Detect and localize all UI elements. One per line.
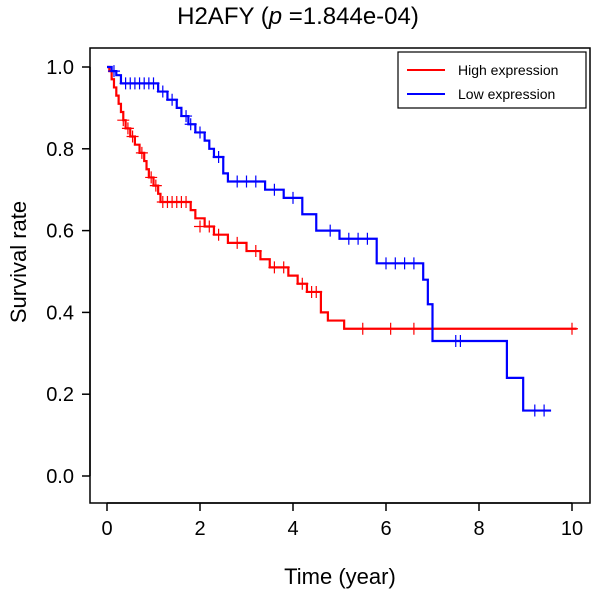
legend-label-high-expression: High expression bbox=[458, 62, 558, 78]
plot-frame bbox=[89, 47, 591, 504]
y-tick-label-3: 0.6 bbox=[46, 221, 74, 243]
high-expression-censor-mark-13 bbox=[203, 220, 216, 233]
title-gene: H2AFY ( bbox=[177, 3, 269, 30]
x-tick-label-5: 10 bbox=[561, 518, 583, 540]
chart-title: H2AFY (p =1.844e-04) bbox=[177, 3, 419, 30]
low-expression-censor-mark-13 bbox=[212, 150, 225, 163]
legend-box bbox=[397, 51, 587, 109]
high-expression-censor-mark-11 bbox=[180, 195, 193, 208]
high-expression-censor-mark-23 bbox=[384, 322, 397, 335]
low-expression-censor-mark-28 bbox=[454, 335, 467, 348]
low-expression-censor-mark-18 bbox=[287, 191, 299, 204]
high-expression-censor-mark-1 bbox=[121, 122, 134, 135]
y-tick-label-2: 0.4 bbox=[46, 302, 74, 324]
high-expression-censor-mark-19 bbox=[296, 277, 309, 290]
title-p-symbol: p bbox=[268, 3, 282, 30]
low-expression-censor-mark-22 bbox=[361, 232, 374, 245]
low-expression-censor-mark-19 bbox=[324, 224, 337, 237]
low-expression-censor-mark-7 bbox=[147, 77, 160, 90]
y-tick-label-4: 0.8 bbox=[46, 139, 74, 161]
y-axis-label: Survival rate bbox=[6, 201, 31, 323]
high-expression-censor-mark-15 bbox=[231, 236, 244, 249]
high-expression-censor-mark-16 bbox=[249, 245, 262, 258]
high-expression-curve bbox=[107, 65, 577, 330]
x-tick-label-2: 4 bbox=[287, 518, 298, 540]
high-expression-censor-mark-24 bbox=[407, 322, 420, 335]
low-expression-censor-mark-30 bbox=[538, 404, 551, 417]
high-expression-censor-mark-3 bbox=[135, 146, 148, 159]
low-expression-censor-mark-10 bbox=[180, 110, 193, 123]
x-tick-label-1: 2 bbox=[194, 518, 205, 540]
low-expression-censor-mark-8 bbox=[156, 85, 169, 98]
x-axis: 0 2 4 6 8 10 bbox=[101, 502, 583, 540]
title-p-value: =1.844e-04) bbox=[282, 3, 419, 30]
high-expression-censor-mark-26 bbox=[566, 322, 578, 335]
y-axis: 0.0 0.2 0.4 0.6 0.8 1.0 bbox=[46, 57, 91, 488]
low-expression-curve bbox=[107, 65, 552, 412]
low-expression-censor-mark-17 bbox=[268, 183, 281, 196]
low-expression-censor-mark-11 bbox=[184, 118, 197, 131]
series-layer bbox=[107, 65, 578, 417]
high-expression-censor-mark-21 bbox=[310, 285, 323, 298]
y-tick-label-1: 0.2 bbox=[46, 384, 74, 406]
y-tick-label-0: 0.0 bbox=[46, 466, 74, 488]
high-expression-censor-mark-14 bbox=[212, 228, 225, 241]
high-expression-censor-mark-18 bbox=[277, 261, 290, 274]
x-tick-label-0: 0 bbox=[101, 518, 112, 540]
low-expression-censor-mark-0 bbox=[107, 65, 120, 78]
x-tick-label-3: 6 bbox=[380, 518, 391, 540]
low-expression-censor-mark-16 bbox=[249, 175, 262, 188]
low-expression-censor-mark-9 bbox=[166, 93, 179, 106]
high-expression-censor-mark-4 bbox=[145, 171, 158, 184]
x-tick-label-4: 8 bbox=[473, 518, 484, 540]
low-expression-censor-mark-26 bbox=[407, 257, 420, 270]
legend: High expression Low expression bbox=[397, 51, 587, 109]
low-expression-censor-mark-12 bbox=[194, 126, 206, 139]
x-axis-label: Time (year) bbox=[284, 564, 396, 589]
y-tick-label-5: 1.0 bbox=[46, 57, 74, 79]
high-expression-censor-mark-0 bbox=[117, 114, 130, 127]
legend-label-low-expression: Low expression bbox=[458, 86, 555, 102]
high-expression-censor-mark-5 bbox=[149, 179, 162, 192]
high-expression-censor-mark-22 bbox=[356, 322, 369, 335]
high-expression-censor-mark-2 bbox=[126, 130, 139, 143]
